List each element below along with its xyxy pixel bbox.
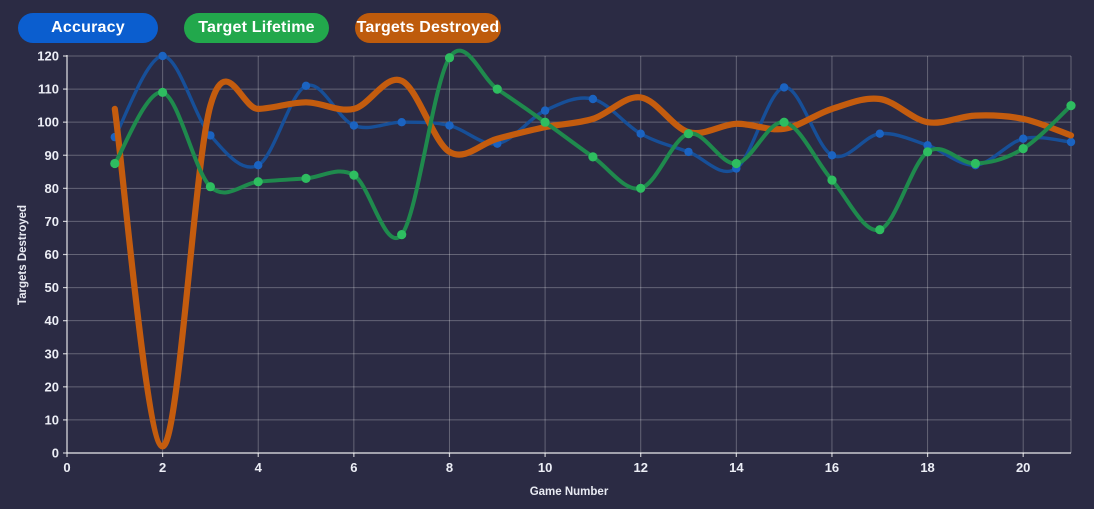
data-point: [636, 183, 646, 193]
data-point: [301, 81, 311, 91]
x-tick-label: 6: [350, 460, 357, 475]
x-tick-label: 4: [255, 460, 263, 475]
data-point: [540, 117, 550, 127]
x-tick-label: 16: [825, 460, 839, 475]
legend-label-accuracy: Accuracy: [51, 19, 125, 36]
data-point: [158, 51, 167, 61]
data-point: [110, 158, 120, 169]
x-axis-title: Game Number: [530, 486, 609, 498]
chart-legend: Accuracy Target Lifetime Targets Destroy…: [18, 13, 501, 43]
data-point: [779, 83, 789, 92]
y-tick-label: 10: [45, 412, 59, 427]
x-tick-label: 20: [1016, 460, 1030, 475]
data-point: [779, 117, 789, 127]
data-point: [253, 177, 263, 187]
data-point: [206, 131, 215, 140]
y-tick-label: 60: [45, 247, 59, 262]
y-tick-label: 80: [45, 181, 59, 196]
chart-generated-layer: 0 2 4 6 8 10 12 14 16 18 20 0 10 20 30 40 50 60 70 80 90 100 1…: [37, 48, 1076, 475]
data-point: [540, 106, 550, 115]
data-point: [683, 129, 694, 139]
y-tick-label: 70: [45, 214, 59, 229]
data-point: [827, 151, 837, 160]
data-point: [875, 129, 884, 138]
x-tick-label: 14: [729, 460, 744, 475]
series-line-target-lifetime: [112, 48, 1073, 240]
x-tick-label: 12: [633, 460, 647, 475]
y-tick-label: 100: [37, 115, 59, 130]
legend-pill-accuracy[interactable]: Accuracy: [18, 13, 158, 43]
data-point: [158, 87, 168, 97]
data-point: [492, 84, 502, 94]
data-point: [1066, 137, 1076, 147]
data-point: [731, 158, 741, 169]
y-tick-label: 30: [45, 346, 59, 361]
data-point: [397, 230, 407, 240]
x-tick-label: 18: [920, 460, 934, 475]
y-tick-label: 40: [45, 313, 59, 328]
data-point: [1066, 101, 1076, 111]
legend-label-targets-destroyed: Targets Destroyed: [356, 19, 500, 36]
y-tick-label: 20: [45, 379, 59, 394]
data-point: [923, 141, 932, 150]
x-tick-label: 10: [538, 460, 552, 475]
data-point: [827, 175, 837, 185]
data-point: [205, 182, 215, 192]
y-tick-label: 0: [52, 446, 59, 461]
data-point: [1018, 144, 1028, 154]
x-tick-label: 2: [159, 460, 166, 475]
data-point: [254, 161, 263, 170]
legend-label-target-lifetime: Target Lifetime: [198, 19, 315, 36]
data-point: [588, 94, 598, 104]
y-axis-title: Targets Destroyed: [17, 205, 29, 305]
x-tick-label: 8: [446, 460, 453, 475]
data-point: [349, 121, 359, 130]
y-tick-label: 90: [45, 148, 59, 163]
data-point: [684, 147, 693, 157]
data-point: [923, 147, 933, 157]
y-tick-label: 50: [45, 280, 59, 295]
legend-pill-target-lifetime[interactable]: Target Lifetime: [184, 13, 329, 43]
legend-pill-targets-destroyed[interactable]: Targets Destroyed: [355, 13, 501, 43]
y-tick-label: 110: [38, 82, 59, 97]
x-tick-label: 0: [63, 460, 70, 475]
data-point: [349, 170, 359, 180]
data-point: [444, 53, 455, 63]
data-point: [970, 158, 981, 169]
data-point: [445, 121, 454, 130]
series-line-targets-destroyed: [111, 76, 1075, 450]
data-point: [397, 118, 406, 127]
data-point: [1019, 134, 1028, 143]
y-tick-label: 120: [37, 49, 59, 64]
data-point: [588, 152, 598, 162]
data-point: [636, 129, 645, 138]
data-point: [301, 173, 311, 183]
data-point: [875, 225, 885, 235]
